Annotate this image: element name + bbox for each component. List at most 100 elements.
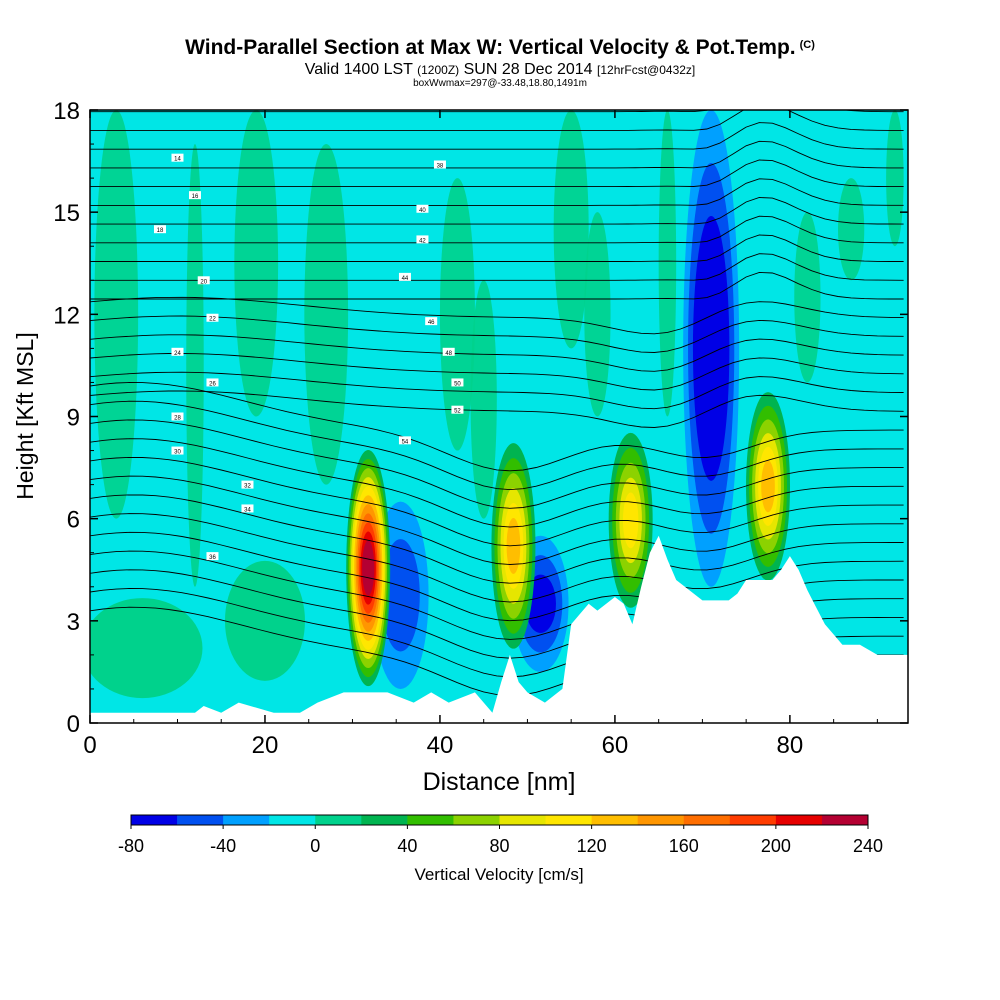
theta-label-box <box>416 204 429 213</box>
theta-contour-label: 26 <box>209 381 216 387</box>
colorbar-tick-label: 120 <box>577 836 607 856</box>
theta-label-box <box>451 378 464 387</box>
theta-contour-label: 48 <box>445 351 452 357</box>
theta-label-box <box>153 225 166 234</box>
colorbar-swatch <box>361 815 408 825</box>
weak-updraft-area <box>838 178 865 281</box>
theta-label-box <box>442 347 455 356</box>
theta-contour-line <box>90 334 904 372</box>
valid-time-utc: (1200Z) <box>417 63 460 77</box>
theta-label-box <box>398 272 411 281</box>
theta-contour-label: 22 <box>209 317 216 323</box>
x-tick-label: 20 <box>252 732 279 759</box>
theta-contour-label: 50 <box>454 381 461 387</box>
colorbar: -80 -40 0 40 80 120 160 200 240 <box>118 814 883 856</box>
weak-updraft-area <box>439 178 475 451</box>
theta-contour-label: 20 <box>200 279 207 285</box>
theta-contour-labels: 14 16 18 20 22 24 26 28 30 32 34 36 38 40 42 44 46 48 50 52… <box>153 153 464 561</box>
theta-contour-label: 46 <box>428 320 435 326</box>
valid-time-lst: Valid 1400 LST <box>304 61 413 78</box>
y-tick-label: 0 <box>67 711 80 738</box>
colorbar-swatch <box>269 815 316 825</box>
theta-label-box <box>171 153 184 162</box>
theta-label-box <box>241 504 254 513</box>
colorbar-swatch <box>407 815 454 825</box>
theta-contour-line <box>90 178 904 206</box>
theta-label-box <box>398 436 411 445</box>
y-axis-label: Height [Kft MSL] <box>12 332 38 499</box>
forecast-info: [12hrFcst@0432z] <box>597 63 696 77</box>
theta-label-box <box>425 317 438 326</box>
terrain-profile <box>90 535 908 723</box>
colorbar-swatch <box>223 815 270 825</box>
theta-label-box <box>451 405 464 414</box>
downdraft-contour <box>697 268 725 428</box>
theta-contour-label: 14 <box>174 157 181 163</box>
theta-contour-line <box>90 271 904 300</box>
colorbar-tick-label: -40 <box>210 836 236 856</box>
theta-contour-label: 44 <box>402 276 409 282</box>
updraft-contour <box>761 460 775 513</box>
theta-contour-line <box>90 110 904 131</box>
x-tick-label: 40 <box>427 732 454 759</box>
theta-contour-label: 54 <box>402 439 409 445</box>
y-tick-label: 3 <box>67 609 80 636</box>
colorbar-tick-label: 40 <box>397 836 417 856</box>
chart-subtitle: Valid 1400 LST (1200Z) SUN 28 Dec 2014 [… <box>0 61 1000 79</box>
theta-label-box <box>171 412 184 421</box>
valid-date: SUN 28 Dec 2014 <box>463 61 593 78</box>
theta-contour-label: 24 <box>174 351 181 357</box>
theta-label-box <box>206 552 219 561</box>
theta-label-box <box>206 313 219 322</box>
colorbar-swatch <box>453 815 500 825</box>
theta-label-box <box>188 191 201 200</box>
theta-contour-line <box>90 122 904 150</box>
y-tick-label: 18 <box>53 98 80 125</box>
theta-contour-label: 28 <box>174 416 181 422</box>
x-tick-label: 60 <box>602 732 629 759</box>
weak-updraft-area <box>186 144 204 587</box>
theta-label-box <box>416 235 429 244</box>
colorbar-tick-label: 240 <box>853 836 883 856</box>
theta-contour-line <box>90 382 904 472</box>
y-tick-label: 12 <box>53 302 80 329</box>
theta-contour-label: 40 <box>419 208 426 214</box>
weak-updraft-area <box>224 560 305 681</box>
theta-contour-label: 52 <box>454 409 461 415</box>
colorbar-swatch <box>821 815 869 825</box>
colorbar-swatch <box>177 815 224 825</box>
colorbar-swatch <box>591 815 639 825</box>
weak-updraft-area <box>794 212 821 383</box>
weak-updraft-area <box>94 110 139 519</box>
theta-label-box <box>197 276 210 285</box>
theta-label-box <box>171 347 184 356</box>
colorbar-tick-label: 160 <box>669 836 699 856</box>
downdraft-contour <box>381 539 420 652</box>
x-tick-label: 80 <box>777 732 804 759</box>
theta-contour-line <box>90 215 904 244</box>
weak-updraft-area <box>304 144 349 485</box>
theta-contour-line <box>90 159 904 188</box>
updraft-contour <box>363 549 373 587</box>
theta-contour-line <box>90 494 904 584</box>
theta-contour-line <box>90 371 904 410</box>
colorbar-tick-label: 0 <box>310 836 320 856</box>
colorbar-swatch <box>683 815 731 825</box>
copyright-mark: (C) <box>799 39 815 51</box>
weak-updraft-area <box>470 280 497 519</box>
theta-contour-label: 38 <box>437 163 444 169</box>
theta-contour-label: 42 <box>419 238 426 244</box>
theta-contour-line <box>90 353 904 391</box>
theta-contour-line <box>90 475 904 565</box>
x-axis-label: Distance [nm] <box>423 768 576 796</box>
theta-contour-line <box>90 419 904 509</box>
theta-contour-label: 30 <box>174 450 181 456</box>
theta-contour-line <box>90 234 904 262</box>
theta-label-box <box>241 480 254 489</box>
colorbar-swatch <box>315 815 362 825</box>
colorbar-label: Vertical Velocity [cm/s] <box>414 865 583 884</box>
theta-label-box <box>433 160 446 169</box>
theta-contour-label: 36 <box>209 555 216 561</box>
theta-contour-line <box>90 110 904 113</box>
